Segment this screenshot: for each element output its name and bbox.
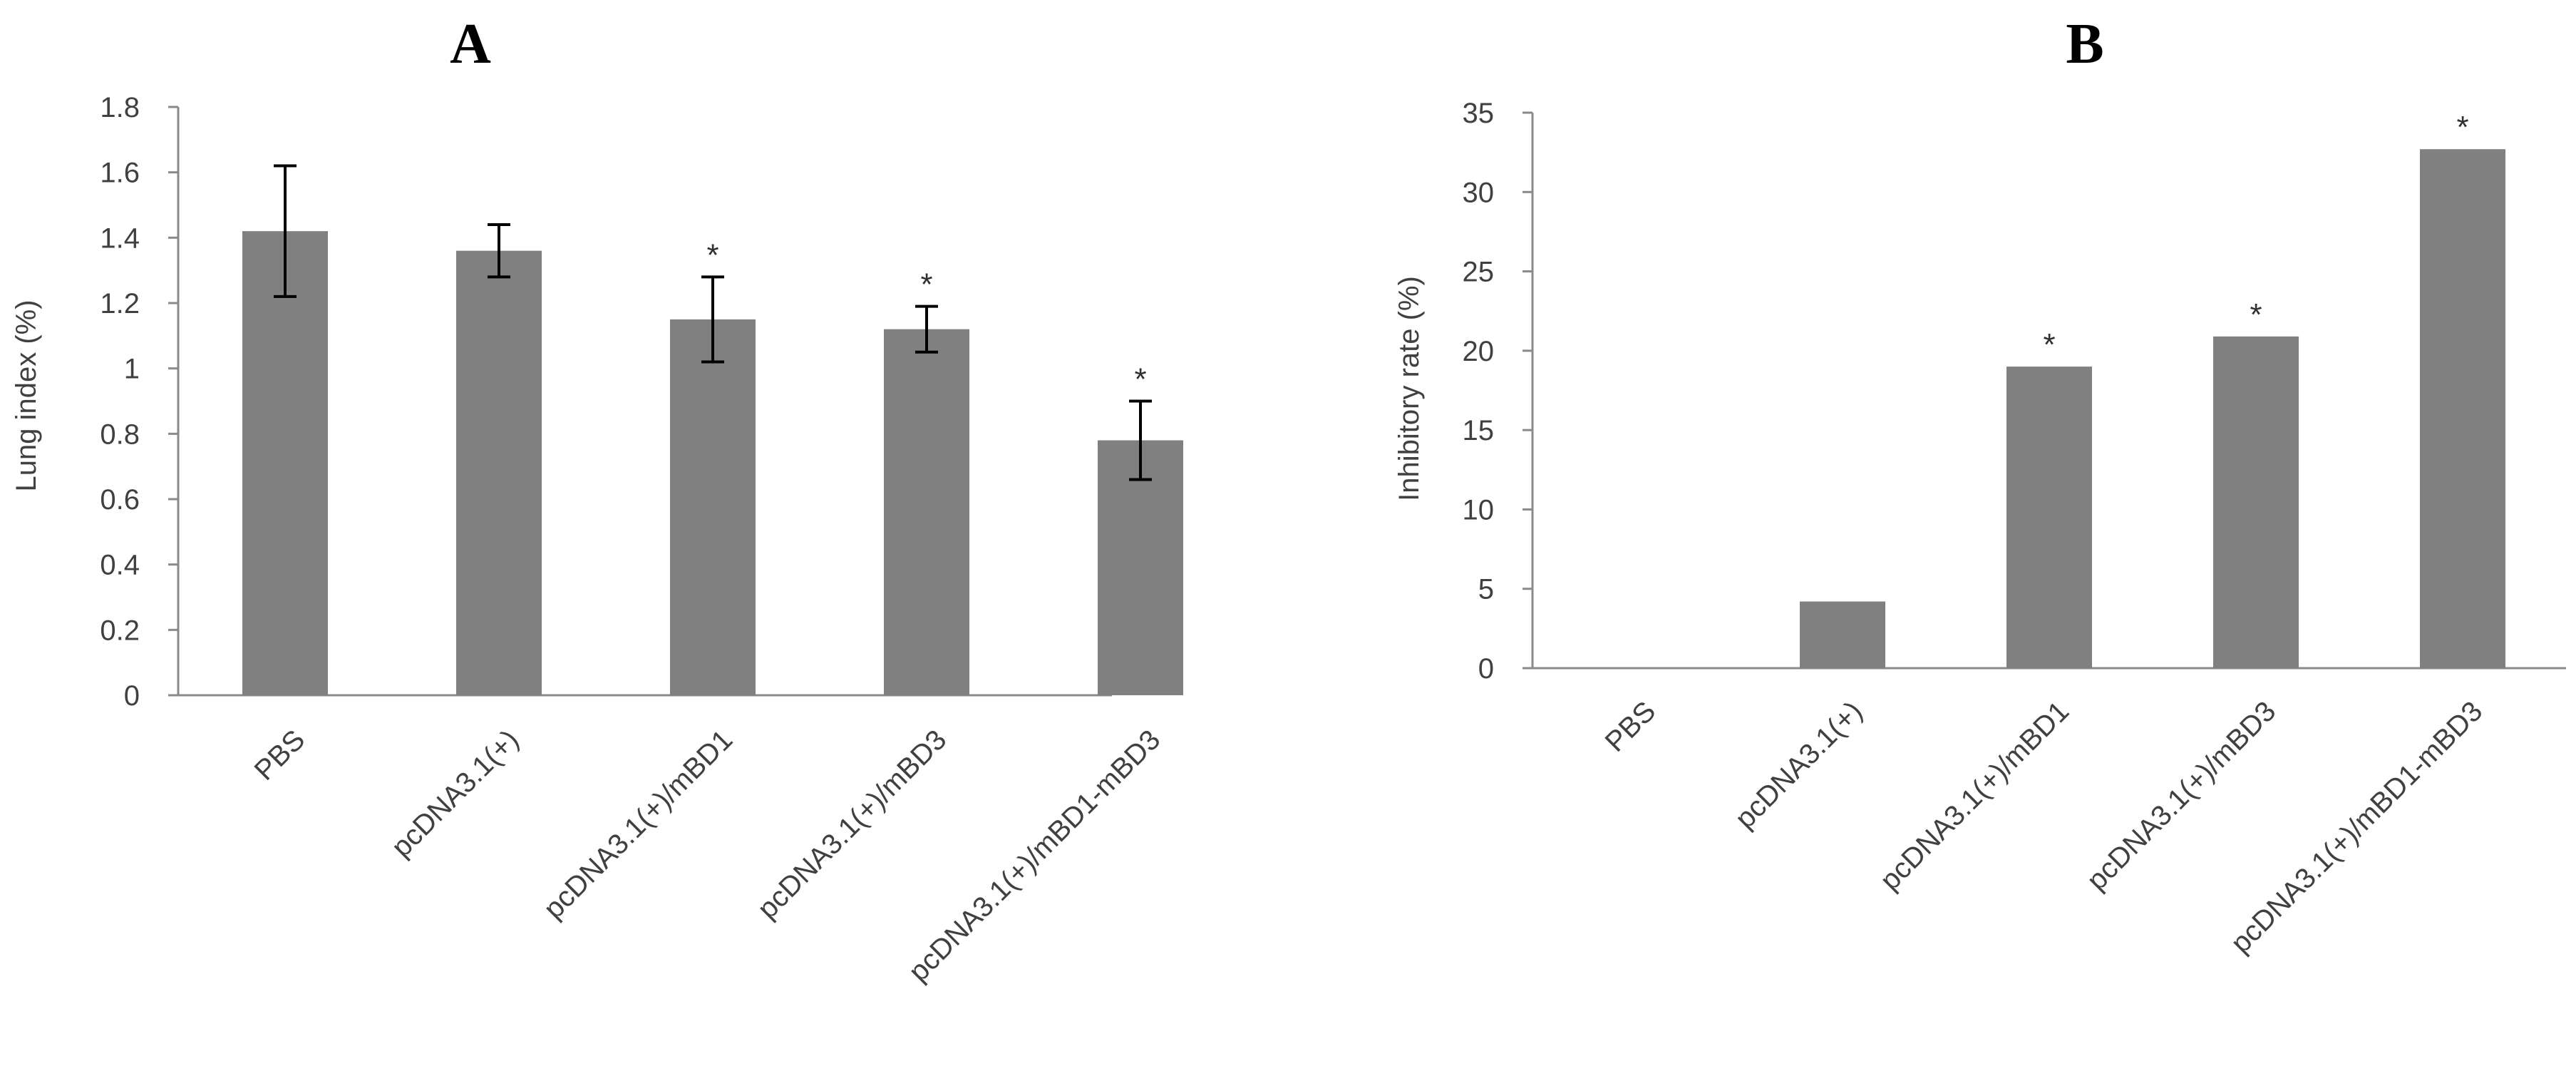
panel-a-y-tick-label: 1 — [124, 354, 140, 385]
panel-a-y-tick-label: 1.2 — [100, 288, 140, 319]
panel-a-plot-area: 0 0.2 0.4 0.6 0.8 1 1.2 1.4 1.6 1.8 PBS pcDNA3.1(+)… — [100, 92, 1183, 988]
panel-b-significance-marker: * — [2043, 327, 2055, 362]
panel-a-significance-marker: * — [920, 267, 932, 302]
panel-a-bar-pcdna3-1 — [456, 250, 542, 696]
panel-a-x-tick-label-pcdna3-1: pcDNA3.1(+) — [386, 724, 525, 863]
panel-a-bar-pcdna3-1-mbd1-mbd3 — [1098, 440, 1183, 695]
panel-b-significance-marker: * — [2456, 110, 2468, 145]
panel-b-y-tick-label: 35 — [1463, 98, 1495, 129]
panel-b-bar-pcdna3-1-mbd1-mbd3 — [2420, 149, 2505, 669]
panel-a-y-tick-label: 0.6 — [100, 484, 140, 516]
panel-a-x-tick-label-pcdna3-1-mbd3: pcDNA3.1(+)/mBD3 — [752, 724, 953, 925]
panel-b-bar-pcdna3-1 — [1800, 601, 1885, 668]
panel-b-y-tick-label: 5 — [1478, 574, 1494, 605]
panel-b-y-tick-label: 25 — [1463, 257, 1495, 288]
panel-b-plot-area: 0 5 10 15 20 25 30 35 PBS pcDNA3.1(+) * pcDNA3.1(+)… — [1463, 98, 2566, 959]
panel-a-bar-pcdna3-1-mbd3 — [884, 329, 969, 696]
panel-a-y-tick-label: 0.2 — [100, 615, 140, 646]
panel-a-y-tick-label: 1.6 — [100, 158, 140, 189]
panel-b-y-tick-label: 30 — [1463, 177, 1495, 208]
panel-b-x-tick-label-pcdna3-1-mbd1: pcDNA3.1(+)/mBD1 — [1875, 695, 2076, 896]
panel-a-significance-marker: * — [706, 237, 718, 272]
panel-a-letter: A — [450, 13, 491, 76]
panel-b-y-tick-label: 15 — [1463, 415, 1495, 446]
panel-b-bar-pcdna3-1-mbd3 — [2213, 336, 2299, 668]
panel-b-x-tick-label-pbs: PBS — [1599, 695, 1662, 758]
panel-a-y-tick-label: 1.4 — [100, 222, 140, 254]
panel-b-letter: B — [2066, 13, 2103, 76]
panel-b-y-tick-label: 20 — [1463, 336, 1495, 367]
panel-b-y-tick-label: 0 — [1478, 653, 1494, 685]
panel-b-bar-pcdna3-1-mbd1 — [2006, 367, 2092, 668]
panel-a-y-tick-label: 1.8 — [100, 92, 140, 123]
panel-a-x-tick-label-pcdna3-1-mbd1: pcDNA3.1(+)/mBD1 — [538, 724, 739, 925]
panel-b-y-axis-title: Inhibitory rate (%) — [1393, 276, 1425, 501]
panel-a-bar-pbs — [242, 231, 328, 696]
panel-b-significance-marker: * — [2250, 297, 2262, 332]
panel-a-significance-marker: * — [1134, 362, 1146, 397]
panel-b-x-tick-label-pcdna3-1: pcDNA3.1(+) — [1729, 695, 1868, 834]
panel-a-bar-pcdna3-1-mbd1 — [670, 319, 756, 696]
panel-a-y-tick-label: 0.8 — [100, 419, 140, 450]
panel-a-x-tick-label-pbs: PBS — [249, 724, 311, 787]
panel-b-x-tick-label-pcdna3-1-mbd3: pcDNA3.1(+)/mBD3 — [2081, 695, 2282, 896]
panel-b-y-tick-label: 10 — [1463, 494, 1495, 526]
panel-a-y-axis-title: Lung index (%) — [11, 299, 42, 491]
panel-a-y-tick-label: 0 — [124, 680, 140, 712]
panel-b-chart: B Inhibitory rate (%) 0 5 10 15 20 25 30 35 PBS p… — [1393, 13, 2566, 959]
panel-a-x-tick-label-pcdna3-1-mbd1-mbd3: pcDNA3.1(+)/mBD1-mBD3 — [903, 724, 1167, 988]
panel-b-x-tick-label-pcdna3-1-mbd1-mbd3: pcDNA3.1(+)/mBD1-mBD3 — [2225, 695, 2489, 959]
panel-a-chart: A Lung index (%) 0 0.2 0.4 0.6 0.8 1 1.2 1.4 1.6… — [11, 13, 1183, 988]
panel-a-y-tick-label: 0.4 — [100, 550, 140, 581]
